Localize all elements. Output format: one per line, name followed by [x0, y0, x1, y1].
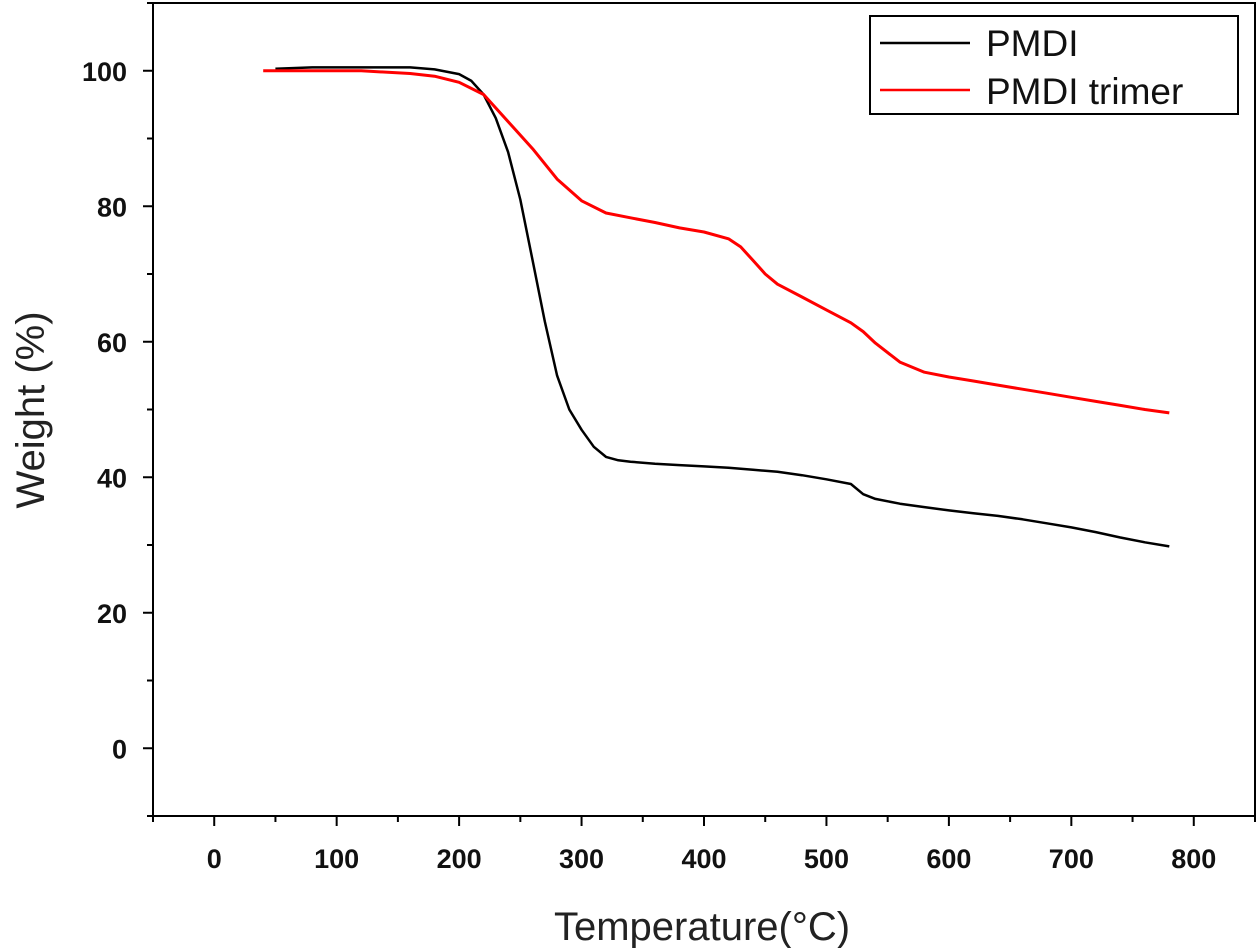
x-tick-label: 0 [207, 844, 222, 874]
y-tick-label: 60 [97, 328, 127, 358]
x-tick-label: 200 [437, 844, 482, 874]
x-tick-label: 500 [804, 844, 849, 874]
series-line-pmdi [275, 66, 1170, 548]
x-tick-label: 700 [1049, 844, 1094, 874]
x-tick-label: 100 [314, 844, 359, 874]
legend-box [869, 15, 1239, 115]
legend-label-pmdi: PMDI [986, 23, 1079, 64]
y-tick-label: 0 [112, 734, 127, 764]
y-axis-title: Weight (%) [9, 311, 53, 508]
plot-series [263, 66, 1170, 548]
y-tick-label: 80 [97, 192, 127, 222]
x-tick-label: 400 [681, 844, 726, 874]
x-axis-title: Temperature(°C) [554, 905, 850, 948]
series-line-pmdi-trimer [263, 69, 1170, 415]
y-tick-label: 40 [97, 463, 127, 493]
axes: 0 100 200 300 400 500 600 700 800 0 20 40 60 80 100 [82, 2, 1256, 874]
y-tick-label: 20 [97, 599, 127, 629]
y-tick-label: 100 [82, 57, 127, 87]
x-tick-label: 600 [926, 844, 971, 874]
legend-label-pmdi-trimer: PMDI trimer [986, 71, 1183, 112]
plot-frame [152, 2, 1256, 817]
legend: PMDI PMDI trimer [869, 15, 1239, 115]
x-tick-label: 300 [559, 844, 604, 874]
x-tick-label: 800 [1171, 844, 1216, 874]
